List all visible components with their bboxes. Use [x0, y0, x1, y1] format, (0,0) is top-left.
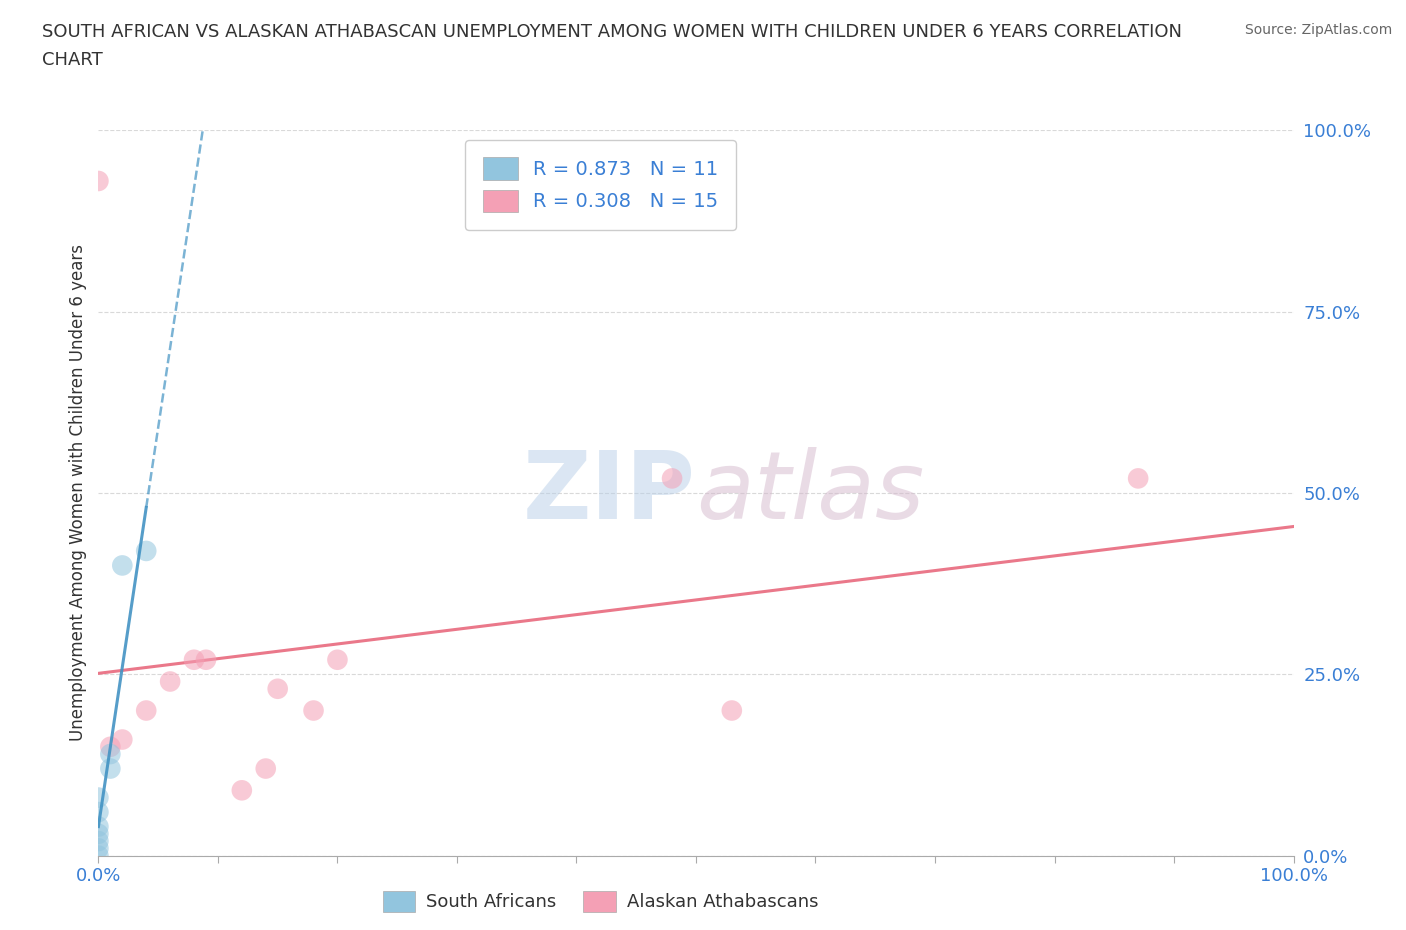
Point [87, 804, 110, 819]
Point [1128, 471, 1150, 485]
Point [87, 833, 110, 848]
Point [98, 761, 122, 776]
Point [135, 543, 157, 558]
Point [87, 819, 110, 834]
Point [111, 558, 134, 573]
Point [326, 652, 349, 667]
Point [183, 652, 205, 667]
Text: ZIP: ZIP [523, 447, 696, 538]
Point [159, 674, 181, 689]
Y-axis label: Unemployment Among Women with Children Under 6 years: Unemployment Among Women with Children U… [69, 245, 87, 741]
Point [254, 761, 277, 776]
Point [87, 827, 110, 842]
Point [98, 739, 122, 754]
Legend: South Africans, Alaskan Athabascans: South Africans, Alaskan Athabascans [375, 884, 825, 919]
Point [231, 783, 253, 798]
Point [302, 703, 325, 718]
Text: Source: ZipAtlas.com: Source: ZipAtlas.com [1244, 23, 1392, 37]
Point [267, 682, 290, 697]
Point [135, 703, 157, 718]
Point [661, 471, 683, 485]
Point [87, 841, 110, 856]
Text: SOUTH AFRICAN VS ALASKAN ATHABASCAN UNEMPLOYMENT AMONG WOMEN WITH CHILDREN UNDER: SOUTH AFRICAN VS ALASKAN ATHABASCAN UNEM… [42, 23, 1182, 41]
Text: CHART: CHART [42, 51, 103, 69]
Point [194, 652, 217, 667]
Text: atlas: atlas [696, 447, 924, 538]
Point [111, 732, 134, 747]
Point [87, 790, 110, 805]
Point [87, 174, 110, 189]
Point [98, 747, 122, 762]
Point [721, 703, 744, 718]
Point [87, 848, 110, 863]
